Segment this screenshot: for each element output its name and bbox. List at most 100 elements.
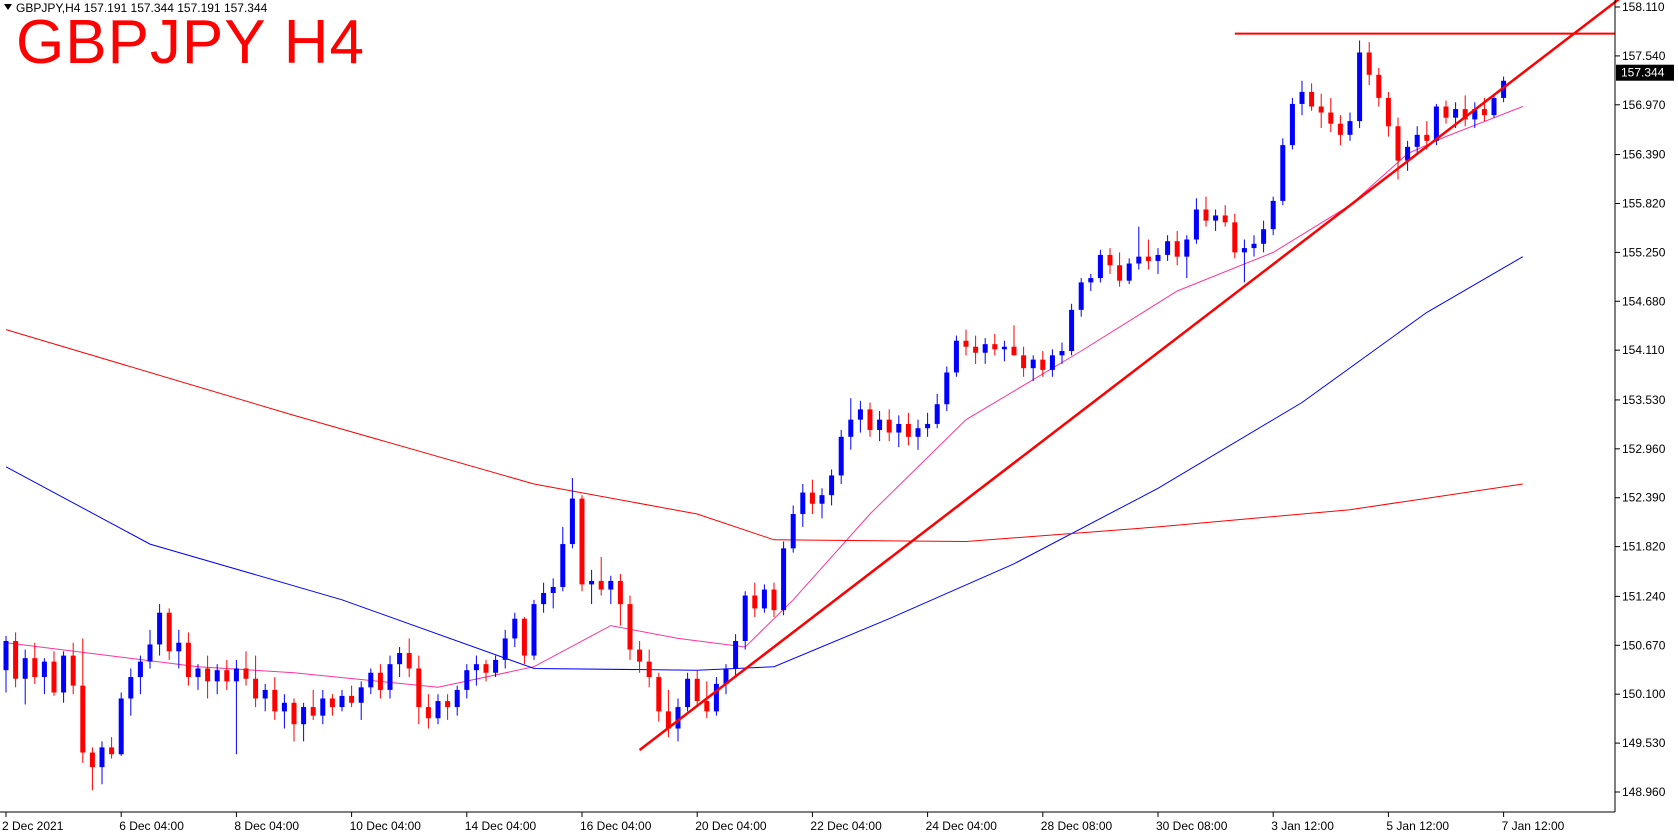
candle-body [896, 423, 902, 433]
candle-body [1097, 254, 1103, 279]
candle-body [291, 702, 297, 725]
y-tick-label: 156.390 [1622, 148, 1666, 162]
candle-body [493, 659, 499, 673]
candle-body [934, 404, 940, 424]
candle-body [550, 586, 556, 593]
candle-body [656, 677, 662, 712]
candle-body [445, 701, 451, 708]
candle-body [1405, 146, 1411, 161]
candle-body [589, 580, 595, 585]
candle-body [1213, 215, 1219, 221]
candle-body [281, 702, 287, 712]
candle-body [118, 698, 124, 755]
candle-body [41, 661, 47, 678]
candle-body [368, 672, 374, 688]
symbol-header: GBPJPY,H4 157.191 157.344 157.191 157.34… [4, 1, 267, 15]
candle-body [13, 641, 19, 679]
candle-body [1232, 222, 1238, 253]
y-tick-label: 155.820 [1622, 196, 1666, 210]
x-tick-label: 28 Dec 08:00 [1041, 819, 1113, 833]
candle-body [176, 642, 182, 652]
candle-body [435, 701, 441, 719]
dropdown-triangle-icon[interactable] [4, 4, 12, 10]
y-tick-label: 151.820 [1622, 540, 1666, 554]
x-tick-label: 24 Dec 04:00 [926, 819, 998, 833]
candle-body [502, 638, 508, 660]
candle-body [1261, 229, 1267, 244]
candle-body [992, 344, 998, 350]
candle-body [387, 664, 393, 690]
candle-body [1222, 215, 1228, 223]
candle-body [137, 661, 143, 678]
candle-body [925, 423, 931, 429]
candle-body [867, 409, 873, 430]
y-tick-label: 154.110 [1622, 343, 1665, 357]
candle-body [22, 658, 28, 679]
candle-body [1117, 265, 1123, 281]
x-tick-label: 8 Dec 04:00 [234, 819, 299, 833]
candle-body [713, 683, 719, 712]
x-tick-label: 30 Dec 08:00 [1156, 819, 1228, 833]
candle-body [205, 668, 211, 682]
candle-body [531, 604, 537, 656]
candle-body [1069, 309, 1075, 352]
candle-body [848, 419, 854, 437]
candle-body [560, 544, 566, 587]
candle-body [637, 649, 643, 662]
candle-body [1414, 134, 1420, 147]
candle-body [89, 752, 95, 768]
candle-body [1088, 278, 1094, 283]
candle-body [973, 346, 979, 353]
candle-body [262, 689, 268, 699]
moving-average-line-2 [5, 256, 1524, 671]
candle-body [1203, 209, 1209, 221]
candle-body [761, 589, 767, 609]
candle-body [147, 644, 153, 662]
y-tick-label: 156.970 [1622, 98, 1666, 112]
y-tick-label: 158.110 [1622, 0, 1665, 14]
candle-body [1136, 256, 1142, 264]
candle-body [665, 711, 671, 729]
candle-body [99, 747, 105, 768]
candle-body [51, 661, 57, 693]
candle-body [397, 653, 403, 665]
candle-body [1347, 121, 1353, 135]
symbol-ohlc-text: GBPJPY,H4 157.191 157.344 157.191 157.34… [16, 1, 268, 15]
candle-body [886, 419, 892, 433]
candle-body [915, 428, 921, 437]
candle-body [425, 707, 431, 719]
candle-body [1280, 145, 1286, 201]
candle-body [3, 641, 9, 671]
candle-body [819, 495, 825, 504]
candle-body [857, 409, 863, 420]
x-tick-label: 6 Dec 04:00 [119, 819, 184, 833]
candle-body [1193, 209, 1199, 240]
candle-body [1357, 52, 1363, 122]
candle-body [809, 492, 815, 504]
candle-body [185, 642, 191, 678]
candle-body [733, 641, 739, 669]
candle-body [1126, 263, 1132, 281]
candle-body [253, 678, 259, 699]
candle-body [617, 580, 623, 605]
candle-body [406, 653, 412, 669]
candle-body [800, 492, 806, 515]
candle-body [214, 670, 220, 682]
candle-body [1289, 103, 1295, 146]
candle-body [598, 580, 604, 590]
y-tick-label: 154.680 [1622, 294, 1666, 308]
candle-body [579, 498, 585, 585]
candle-body [1184, 239, 1190, 257]
candle-body [329, 698, 335, 708]
candle-body [1040, 359, 1046, 370]
candle-body [1366, 52, 1372, 75]
candle-body [416, 668, 422, 708]
y-tick-label: 150.670 [1622, 638, 1666, 652]
chart-title: GBPJPY H4 [16, 8, 366, 77]
x-tick-label: 14 Dec 04:00 [465, 819, 537, 833]
candle-body [109, 747, 115, 755]
x-tick-label: 7 Jan 12:00 [1502, 819, 1565, 833]
candle-body [675, 707, 681, 729]
candle-body [685, 678, 691, 708]
